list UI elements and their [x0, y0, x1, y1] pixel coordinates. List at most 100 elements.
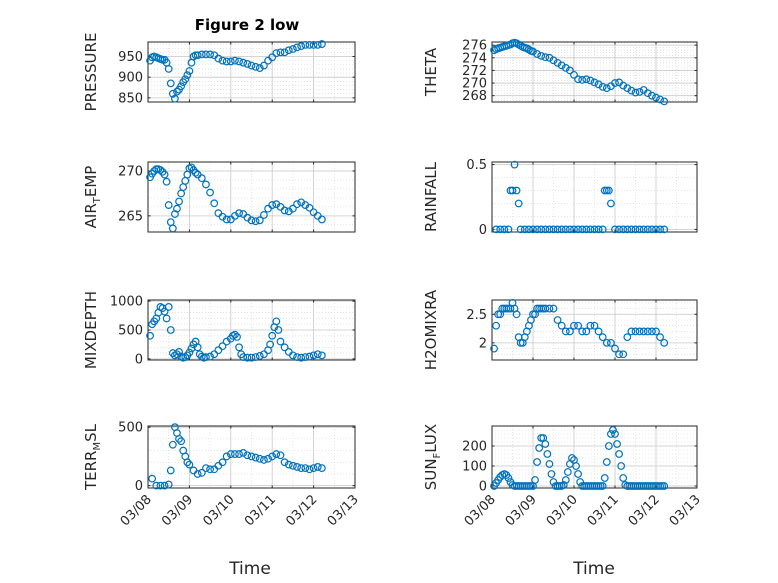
data-point [243, 451, 252, 460]
panel-sun-flux: 0 100 200 SUNFLUX 03/08 03/09 03/10 03/11 03/12 0… [422, 424, 704, 530]
axes-box [491, 41, 698, 103]
y-tick-label: 500 [118, 421, 143, 436]
data-point [185, 67, 194, 75]
y-tick-label: 0 [479, 223, 487, 238]
data-point [181, 75, 190, 84]
data-point [264, 204, 272, 213]
y-axis-label: TERRMSL [82, 423, 103, 491]
data-point [272, 317, 281, 326]
series-markers [492, 160, 669, 234]
data-point [615, 225, 623, 234]
data-point [179, 183, 188, 192]
data-point [305, 352, 314, 361]
data-point [631, 88, 640, 97]
data-point [197, 50, 206, 59]
data-point [305, 465, 314, 474]
y-tick-label: 1000 [110, 295, 143, 310]
data-point [260, 61, 268, 70]
data-point [164, 64, 173, 73]
data-point [570, 225, 578, 234]
y-tick-label: 200 [462, 440, 487, 455]
data-point [631, 225, 640, 234]
data-point [607, 338, 615, 347]
y-tick-label: 500 [118, 324, 143, 339]
data-point [166, 79, 175, 88]
panel-terr-msl: 0 500 TERRMSL 03/08 03/09 03/10 03/11 03/12 03/1… [82, 421, 362, 530]
minor-grid [492, 162, 697, 232]
data-point [297, 353, 306, 362]
data-point [251, 217, 260, 226]
data-point [309, 40, 318, 49]
data-point [305, 203, 314, 212]
data-point [309, 351, 318, 360]
data-point [607, 430, 615, 438]
data-point [529, 225, 537, 234]
axes-box [147, 425, 356, 489]
data-point [541, 53, 550, 62]
data-point [260, 456, 268, 464]
data-point [284, 460, 293, 469]
data-point [623, 84, 632, 93]
x-tick-label: 03/08 [118, 492, 155, 529]
y-tick-label: 272 [462, 64, 487, 79]
data-point [293, 43, 301, 52]
data-point [247, 61, 256, 70]
data-point [251, 453, 260, 462]
data-point [214, 54, 223, 63]
data-point [504, 474, 513, 482]
y-tick-label: 100 [462, 460, 487, 475]
data-point [602, 84, 611, 93]
data-point [309, 464, 318, 473]
data-point [635, 327, 644, 336]
y-axis-label: H2OMIXRA [422, 289, 440, 370]
data-point [615, 450, 623, 458]
data-point [173, 350, 181, 359]
data-point [545, 53, 554, 62]
data-point [549, 478, 558, 486]
data-point [171, 94, 179, 103]
data-point [226, 450, 235, 458]
data-point [561, 476, 570, 484]
data-point [492, 321, 501, 330]
data-point [512, 186, 521, 195]
y-tick-label: 270 [462, 77, 487, 92]
data-point [289, 351, 297, 360]
series-markers [490, 38, 669, 106]
data-point [541, 225, 550, 234]
data-point [660, 225, 669, 234]
data-point [289, 45, 297, 53]
data-point [586, 76, 595, 85]
data-point [602, 458, 611, 466]
data-point [627, 86, 636, 95]
x-tick-label: 03/10 [201, 492, 238, 529]
axes-box [147, 161, 356, 233]
data-point [317, 464, 326, 473]
data-point [197, 468, 206, 477]
data-point [598, 333, 607, 342]
data-point [639, 327, 648, 336]
data-point [510, 160, 519, 169]
data-point [301, 353, 310, 362]
data-point [175, 434, 183, 443]
data-point [284, 348, 293, 356]
data-point [214, 346, 223, 355]
data-point [247, 353, 256, 362]
y-tick-label: 265 [118, 209, 143, 224]
data-point [607, 199, 615, 208]
panel-air-temp: 265 270 AIRTEMP [82, 161, 356, 233]
data-point [183, 71, 192, 80]
data-point [148, 474, 157, 483]
data-point [156, 166, 165, 174]
data-point [652, 327, 660, 336]
data-point [233, 333, 241, 341]
data-point [181, 176, 190, 185]
data-point [578, 225, 587, 234]
data-point [598, 82, 607, 91]
data-point [274, 326, 283, 334]
data-point [590, 321, 599, 330]
data-point [183, 458, 192, 467]
series-markers [146, 163, 326, 233]
data-point [247, 216, 256, 225]
data-point [206, 352, 215, 361]
